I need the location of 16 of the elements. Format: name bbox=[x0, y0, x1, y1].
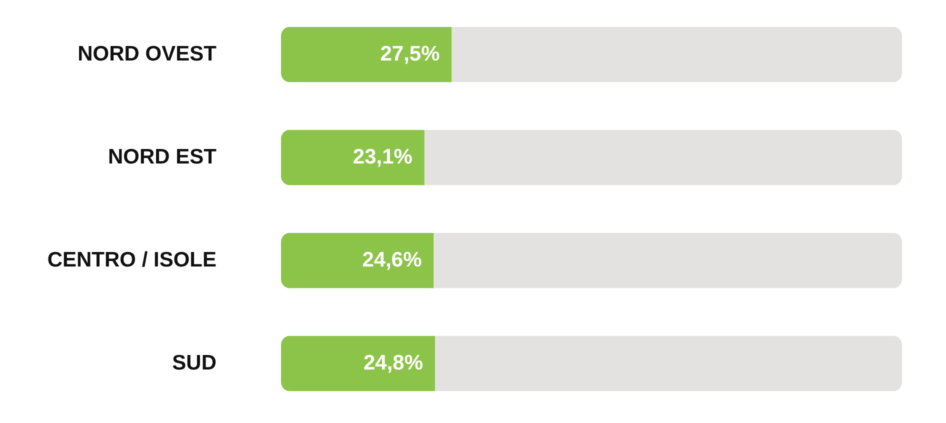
data-label: 27,5% bbox=[380, 42, 440, 66]
y-tick-label: NORD EST bbox=[108, 146, 217, 168]
data-label: 23,1% bbox=[352, 146, 413, 168]
bar bbox=[434, 232, 902, 288]
y-tick-label: NORD OVEST bbox=[78, 42, 217, 66]
y-tick-label: CENTRO / ISOLE bbox=[47, 248, 216, 272]
bar bbox=[281, 336, 436, 392]
y-tick-label: SUD bbox=[172, 352, 216, 374]
bar bbox=[281, 232, 434, 288]
bar bbox=[281, 26, 452, 82]
bar bbox=[452, 26, 902, 82]
bar bbox=[424, 130, 902, 186]
data-label: 24,8% bbox=[363, 352, 424, 374]
bar bbox=[435, 336, 902, 392]
data-label: 24,6% bbox=[362, 248, 422, 272]
bar bbox=[281, 130, 424, 186]
